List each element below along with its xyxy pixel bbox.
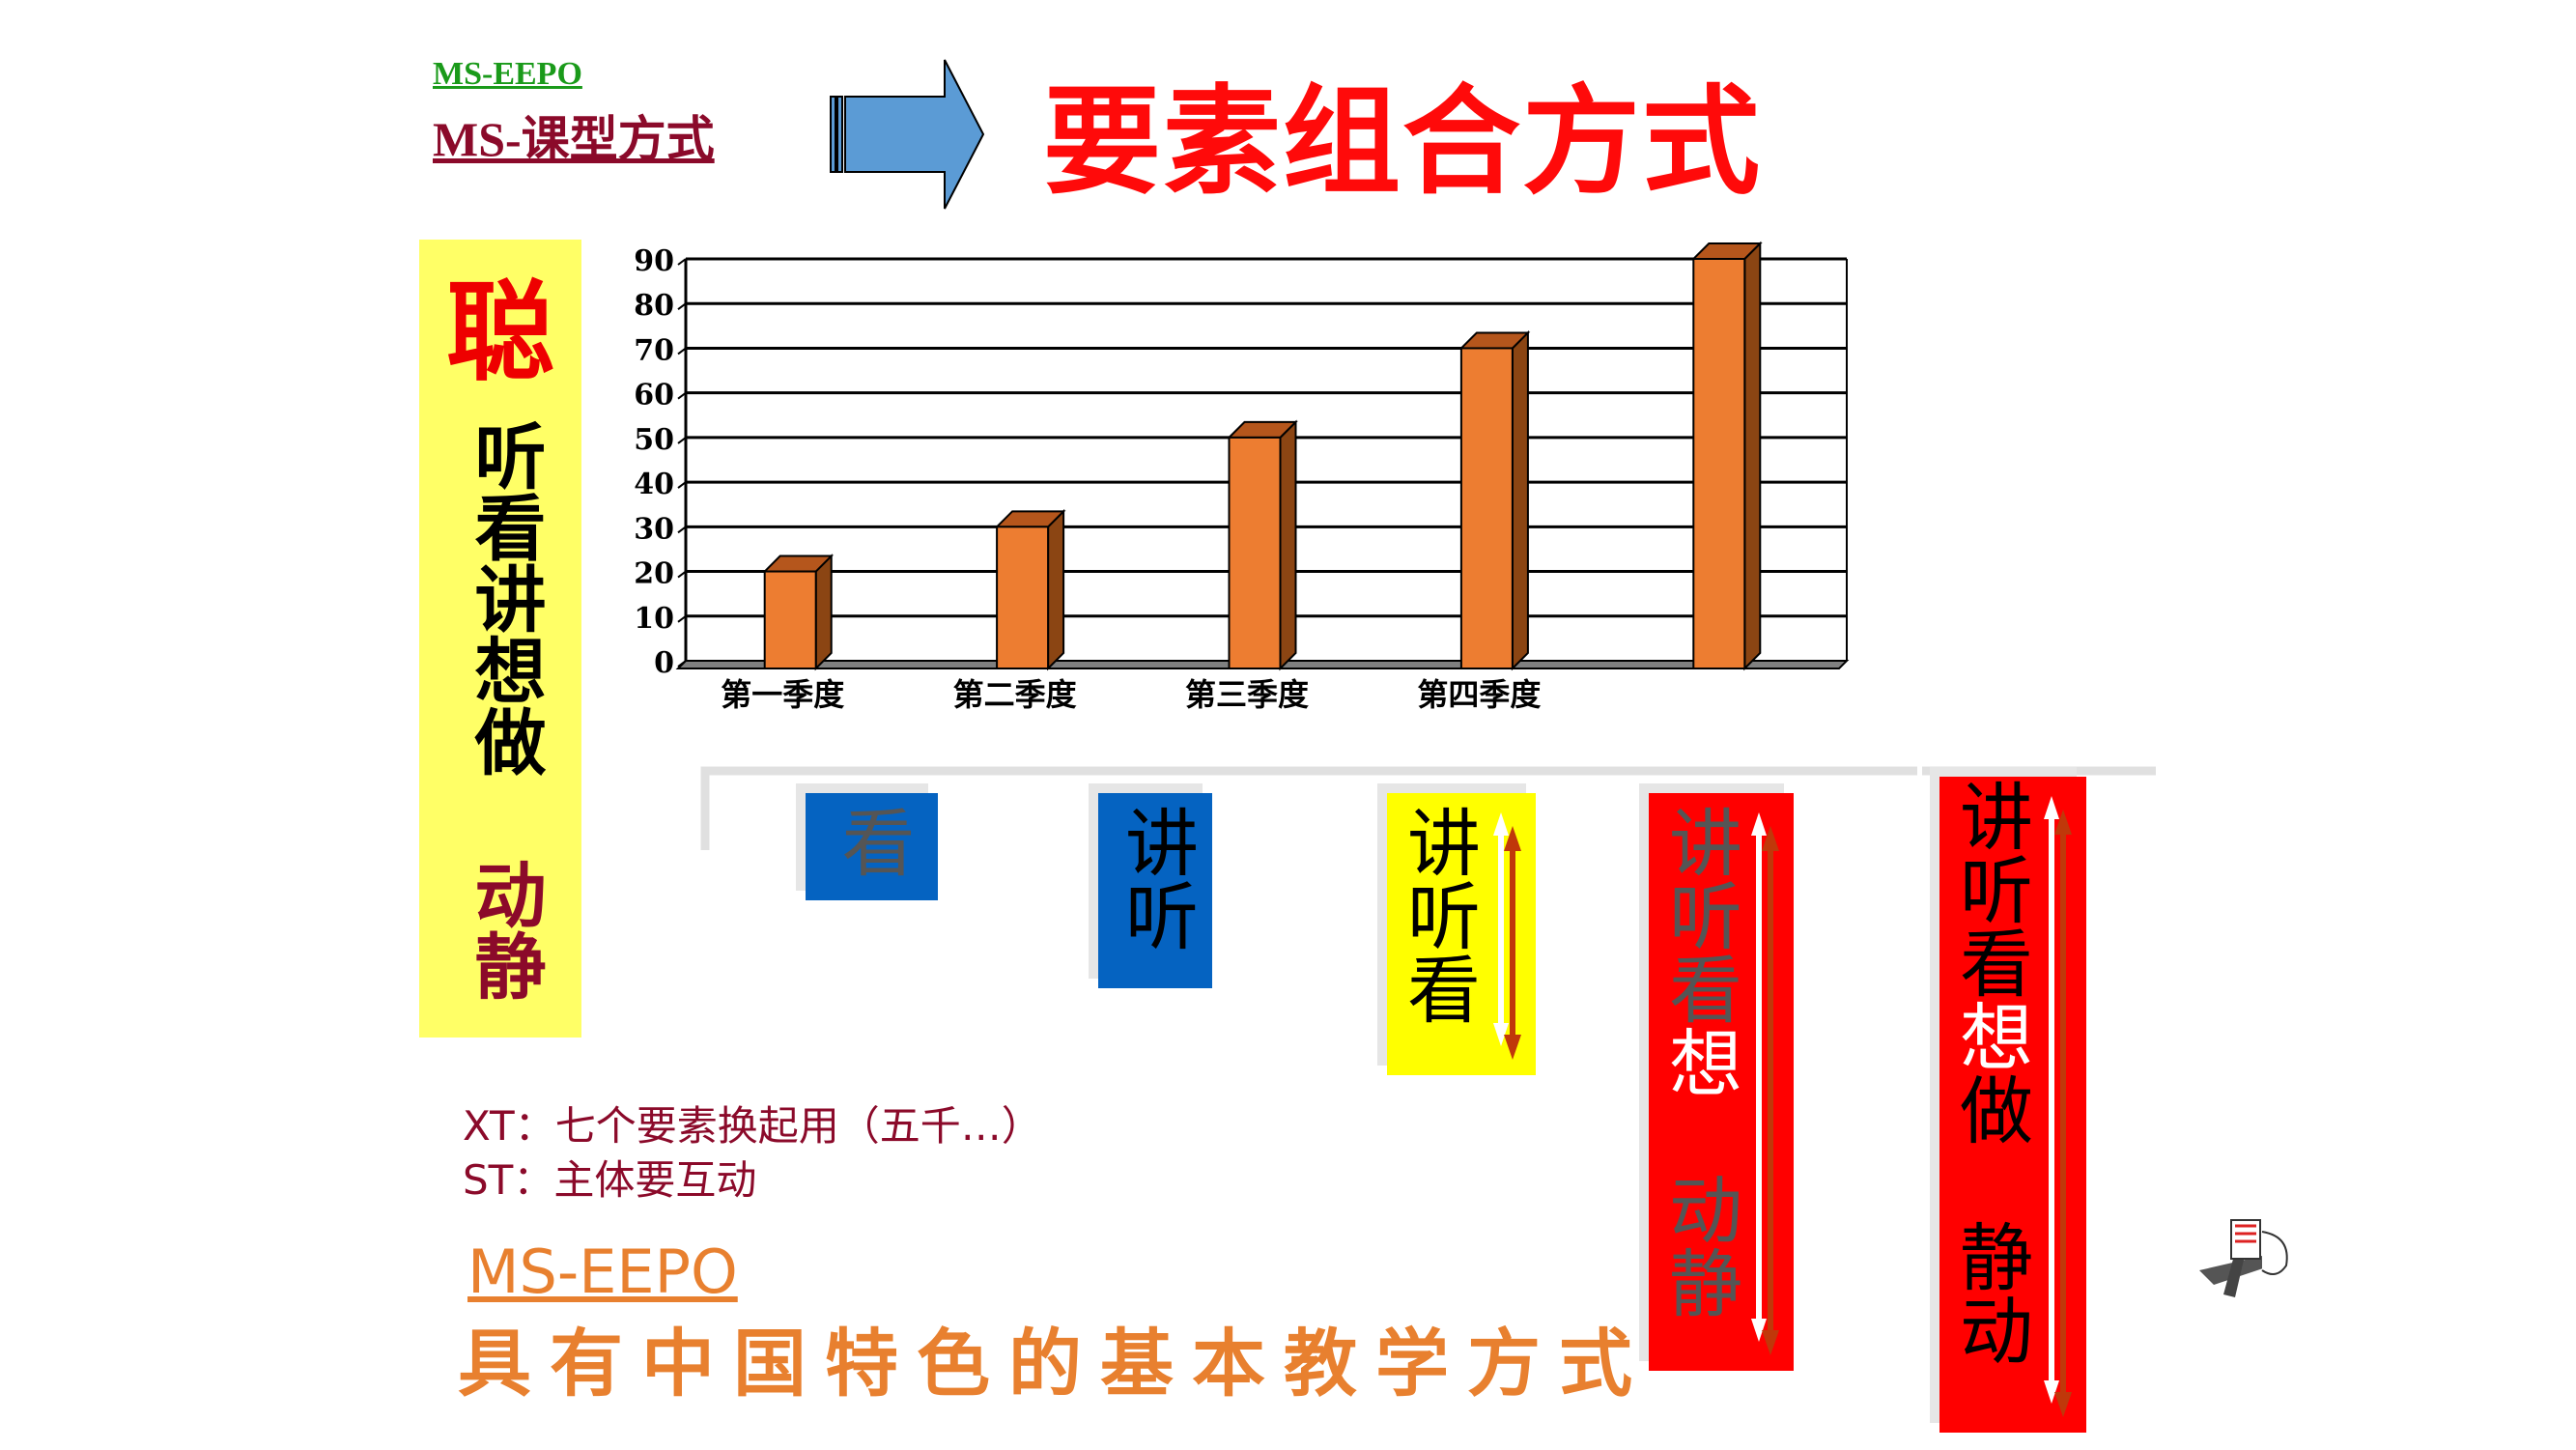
combo-box: 讲听看 bbox=[1387, 793, 1536, 1075]
y-tick bbox=[677, 437, 687, 444]
panel-elements: 听看讲想做 bbox=[463, 419, 546, 777]
combo-text: 讲听看想 动静 bbox=[1656, 805, 1742, 1319]
y-tick bbox=[677, 614, 687, 623]
y-tick-label: 50 bbox=[634, 423, 674, 457]
bar-side bbox=[1279, 419, 1297, 671]
left-panel: 聪 听看讲想做 动静 bbox=[419, 240, 581, 1038]
note-st: ST：主体要互动 bbox=[463, 1156, 757, 1204]
y-tick-label: 30 bbox=[634, 512, 674, 546]
combo-text-segment: 讲听看 bbox=[1395, 805, 1481, 1025]
panel-motion: 动静 bbox=[463, 858, 546, 1001]
bar bbox=[996, 526, 1050, 670]
x-tick-label: 第四季度 bbox=[1417, 676, 1541, 713]
bar-chart: 0 10 20 30 40 50 60 70 80 90 第一季度 第二季度 第三季度 第四季度 bbox=[634, 241, 1850, 713]
combo-text-segment: 想 bbox=[1656, 1025, 1742, 1098]
bar-side bbox=[1743, 241, 1762, 671]
footer-slogan: 具有中国特色的基本教学方式 bbox=[458, 1321, 1651, 1407]
bar bbox=[1692, 258, 1746, 669]
double-arrow-icon bbox=[1751, 812, 1779, 1355]
combo-box: 讲听看想 动静 bbox=[1649, 793, 1794, 1371]
combo-text-segment bbox=[1656, 1098, 1742, 1172]
y-tick bbox=[677, 570, 687, 579]
bar bbox=[1228, 436, 1282, 669]
combo-box: 看 bbox=[806, 793, 938, 900]
double-arrow-icon bbox=[2044, 796, 2072, 1417]
combo-box: 讲听 bbox=[1098, 793, 1212, 988]
notes: XT：七个要素换起用（五千…） ST：主体要互动 bbox=[463, 1099, 1042, 1208]
bar-side bbox=[1047, 508, 1065, 671]
panel-top-char: 聪 bbox=[446, 274, 554, 394]
combo-text-segment: 做 静动 bbox=[1947, 1072, 2033, 1366]
y-tick bbox=[677, 660, 687, 668]
course-subtitle: MS-课型方式 bbox=[433, 112, 715, 166]
x-tick-label: 第三季度 bbox=[1185, 676, 1309, 713]
y-tick-label: 10 bbox=[634, 602, 674, 636]
combo-text: 看 bbox=[829, 805, 916, 878]
bar bbox=[1459, 347, 1514, 669]
y-tick bbox=[677, 391, 687, 400]
page-title: 要素组合方式 bbox=[1043, 73, 1762, 211]
combo-text: 讲听看 bbox=[1395, 805, 1481, 1025]
brand-subtitle: MS-EEPO bbox=[433, 56, 582, 92]
y-tick bbox=[677, 258, 687, 266]
y-tick bbox=[677, 302, 687, 311]
combo-text: 讲听 bbox=[1113, 805, 1199, 952]
figure-icon bbox=[2199, 1219, 2288, 1297]
double-arrow-icon bbox=[1493, 812, 1521, 1060]
footer-brand: MS-EEPO bbox=[467, 1237, 738, 1307]
y-tick bbox=[677, 481, 687, 489]
combo-box: 讲听看想做 静动 bbox=[1939, 777, 2086, 1433]
y-tick-label: 90 bbox=[634, 244, 674, 278]
y-tick-label: 0 bbox=[654, 646, 674, 680]
y-tick-label: 70 bbox=[634, 333, 674, 367]
y-tick-label: 80 bbox=[634, 289, 674, 323]
y-tick-label: 20 bbox=[634, 557, 674, 591]
y-tick-label: 60 bbox=[634, 379, 674, 412]
y-tick bbox=[677, 347, 687, 355]
y-tick bbox=[677, 526, 687, 534]
y-tick-label: 40 bbox=[634, 468, 674, 501]
bar-side bbox=[814, 554, 833, 671]
combo-text-segment: 讲听看 bbox=[1947, 779, 2033, 999]
combo-text-segment: 讲听看 bbox=[1656, 805, 1742, 1025]
bar bbox=[763, 570, 817, 669]
combo-text-segment: 想 bbox=[1947, 999, 2033, 1072]
combo-text-segment: 讲听 bbox=[1113, 805, 1199, 952]
right-arrow-icon bbox=[830, 59, 985, 210]
note-xt: XT：七个要素换起用（五千…） bbox=[463, 1102, 1042, 1150]
bar-side bbox=[1511, 330, 1529, 671]
combo-text-segment: 看 bbox=[829, 805, 916, 878]
x-tick-label: 第二季度 bbox=[953, 676, 1077, 713]
x-tick-label: 第一季度 bbox=[721, 676, 844, 713]
combo-text-segment: 动静 bbox=[1656, 1172, 1742, 1319]
combo-text: 讲听看想做 静动 bbox=[1947, 779, 2033, 1366]
